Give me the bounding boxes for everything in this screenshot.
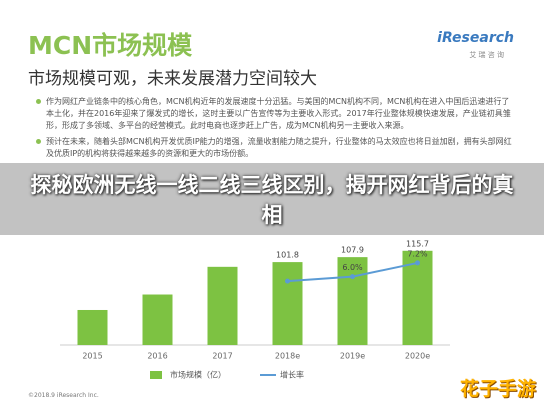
bar	[272, 262, 303, 345]
source: ©2018.9 iResearch Inc.	[28, 392, 99, 399]
x-tick-label: 2020e	[405, 352, 430, 361]
bar	[207, 266, 238, 345]
line-label: 6.0%	[342, 263, 363, 272]
bullets: 作为网红产业链条中的核心角色，MCN机构近年的发展速度十分迅猛。与美国的MCN机…	[36, 96, 516, 164]
bar	[402, 250, 433, 345]
legend-label: 市场规模（亿）	[170, 370, 226, 380]
bar	[142, 294, 173, 345]
logo-sub: 艾 瑞 咨 询	[469, 51, 504, 59]
title: MCN市场规模	[28, 31, 193, 60]
bullet: 预计在未来，随着头部MCN机构开发优质IP能力的增强，流量收割能力随之提升，行业…	[36, 136, 516, 160]
line-label: 7.2%	[407, 249, 428, 258]
x-tick-label: 2017	[212, 352, 232, 361]
headline: 探秘欧洲无线一线二线三线区别，揭开网红背后的真相	[30, 173, 514, 227]
bar-label: 115.7	[406, 239, 429, 248]
x-tick-label: 2018e	[275, 352, 300, 361]
legend-swatch	[150, 371, 162, 379]
x-tick-label: 2016	[147, 352, 167, 361]
legend-label: 增长率	[280, 370, 304, 380]
logo: iResearch	[437, 30, 514, 46]
x-tick-label: 2015	[82, 352, 102, 361]
bar	[77, 309, 108, 345]
overlay-band	[0, 163, 544, 235]
subtitle: 市场规模可观，未来发展潜力空间较大	[28, 69, 317, 89]
watermark: 花子手游	[459, 378, 536, 400]
bar	[337, 257, 368, 345]
bar-label: 107.9	[341, 246, 364, 255]
bullet: 作为网红产业链条中的核心角色，MCN机构近年的发展速度十分迅猛。与美国的MCN机…	[36, 96, 516, 132]
x-tick-label: 2019e	[340, 352, 365, 361]
line	[287, 261, 418, 283]
bar-label: 101.8	[276, 251, 299, 260]
